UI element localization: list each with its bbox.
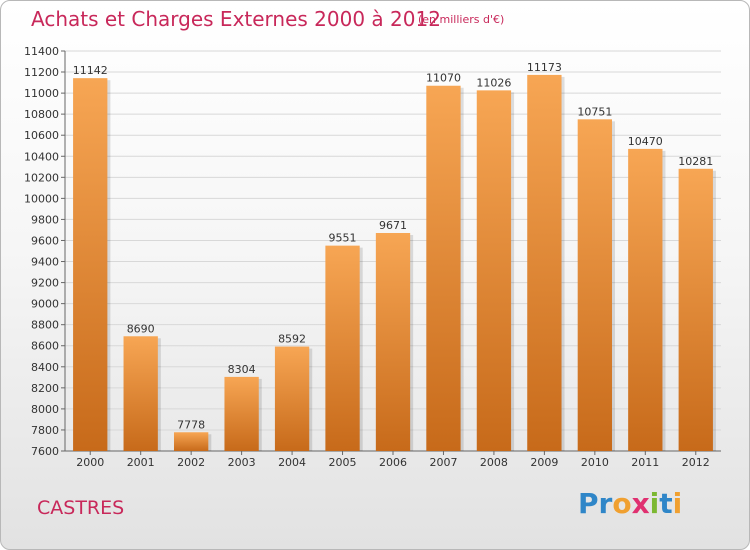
bar-value-label: 11142 [73,64,108,77]
bar-2006[interactable] [375,233,411,451]
bar-value-label: 11026 [476,76,511,89]
city-name: CASTRES [37,497,125,519]
y-tick-label: 10800 [24,108,59,121]
bar-2004[interactable] [274,346,310,451]
y-tick-label: 9800 [31,213,59,226]
bar-value-label: 8304 [228,363,256,376]
y-tick-label: 7600 [31,445,59,458]
x-tick-label: 2002 [177,456,205,469]
bar-2012[interactable] [678,168,713,451]
x-tick-label: 2008 [480,456,508,469]
y-tick-label: 9400 [31,256,59,269]
y-tick-label: 10400 [24,150,59,163]
logo-letter: i [672,487,683,520]
chart-title: Achats et Charges Externes 2000 à 2012 [31,7,441,31]
y-tick-label: 8200 [31,382,59,395]
y-tick-label: 9000 [31,298,59,311]
y-tick-label: 9200 [31,277,59,290]
x-tick-label: 2006 [379,456,407,469]
bar-value-label: 10470 [628,135,663,148]
y-tick-label: 9600 [31,234,59,247]
y-tick-label: 10000 [24,192,59,205]
y-tick-label: 7800 [31,424,59,437]
bar-2010[interactable] [577,119,613,451]
bar-2002[interactable] [173,432,209,451]
bars [73,74,716,452]
logo-letter: r [598,487,613,520]
labels: 7600 7800 8000 8200 8400 8600 8800 9000 9200 9400… [24,45,713,469]
logo-letter: i [649,487,660,520]
bar-value-label: 9551 [329,232,357,245]
bar-value-label: 9671 [379,219,407,232]
chart-subtitle: (en milliers d'€) [418,13,505,26]
x-tick-label: 2001 [127,456,155,469]
bar-2011[interactable] [628,148,663,452]
logo-letter: P [578,487,599,520]
x-tick-label: 2009 [530,456,558,469]
y-tick-label: 11400 [24,45,59,58]
x-tick-label: 2007 [429,456,457,469]
y-tick-label: 8400 [31,361,59,374]
y-tick-label: 8800 [31,319,59,332]
x-tick-label: 2010 [581,456,609,469]
y-tick-label: 11000 [24,87,59,100]
proxiti-logo[interactable]: Proxiti [578,487,682,520]
bar-2001[interactable] [123,336,158,451]
x-tick-label: 2005 [329,456,357,469]
y-tick-label: 10200 [24,171,59,184]
x-tick-label: 2000 [76,456,104,469]
x-tick-label: 2003 [228,456,256,469]
bar-2003[interactable] [224,376,259,451]
bar-2008[interactable] [476,90,512,452]
logo-letter: t [659,487,673,520]
bar-2000[interactable] [73,78,108,451]
bar-2009[interactable] [527,74,562,451]
bar-value-label: 8592 [278,333,306,346]
bar-value-label: 10281 [678,155,713,168]
bar-value-label: 11173 [527,61,562,74]
y-tick-label: 8000 [31,403,59,416]
y-tick-label: 8600 [31,340,59,353]
x-tick-label: 2004 [278,456,306,469]
bar-value-label: 8690 [127,322,155,335]
bar-2007[interactable] [426,85,461,451]
logo-letter: o [612,487,632,520]
bar-2005[interactable] [325,245,360,451]
y-tick-label: 11200 [24,66,59,79]
bar-value-label: 10751 [577,105,612,118]
x-tick-label: 2011 [631,456,659,469]
bar-value-label: 11070 [426,72,461,85]
logo-letter: x [631,487,650,520]
y-tick-label: 10600 [24,129,59,142]
x-tick-label: 2012 [682,456,710,469]
bar-value-label: 7778 [177,418,205,431]
